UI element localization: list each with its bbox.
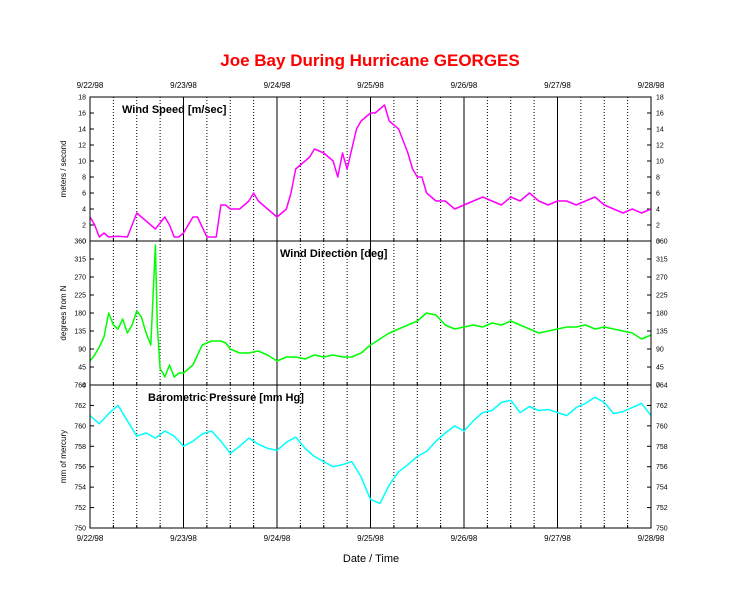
y-tick-label-left: 4 (82, 207, 86, 214)
y-tick-label-right: 0 (656, 239, 660, 246)
y-tick-label-left: 18 (78, 95, 86, 102)
y-tick-label-left: 45 (78, 365, 86, 372)
panel-title: Barometric Pressure [mm Hg] (148, 392, 304, 404)
series-line (89, 244, 652, 378)
y-tick-label-right: 225 (656, 293, 668, 300)
y-axis-label: mm of mercury (59, 430, 68, 483)
y-tick-label-left: 315 (74, 257, 86, 264)
y-tick-label-left: 10 (78, 159, 86, 166)
top-date-label: 9/25/98 (357, 81, 384, 90)
y-tick-label-right: 4 (656, 207, 660, 214)
y-tick-label-right: 758 (656, 444, 668, 451)
y-tick-label-left: 360 (74, 239, 86, 246)
bottom-date-label: 9/26/98 (451, 534, 478, 543)
y-tick-label-right: 760 (656, 423, 668, 430)
y-tick-label-left: 756 (74, 464, 86, 471)
y-tick-label-left: 180 (74, 311, 86, 318)
y-tick-label-left: 750 (74, 526, 86, 533)
y-tick-label-right: 750 (656, 526, 668, 533)
chart-title: Joe Bay During Hurricane GEORGES (220, 51, 519, 70)
y-tick-label-right: 8 (656, 175, 660, 182)
bottom-date-label: 9/25/98 (357, 534, 384, 543)
top-date-label: 9/26/98 (451, 81, 478, 90)
y-tick-label-right: 14 (656, 127, 664, 134)
y-tick-label-left: 754 (74, 485, 86, 492)
bottom-date-label: 9/27/98 (544, 534, 571, 543)
y-tick-label-right: 45 (656, 365, 664, 372)
y-tick-label-right: 18 (656, 95, 664, 102)
y-tick-label-right: 756 (656, 464, 668, 471)
y-tick-label-left: 225 (74, 293, 86, 300)
y-tick-label-right: 6 (656, 191, 660, 198)
top-date-label: 9/27/98 (544, 81, 571, 90)
y-tick-label-right: 764 (656, 383, 668, 390)
panel-frame (89, 384, 652, 529)
y-tick-label-right: 0 (656, 383, 660, 390)
y-tick-label-left: 270 (74, 275, 86, 282)
y-tick-label-right: 762 (656, 403, 668, 410)
y-tick-label-right: 180 (656, 311, 668, 318)
bottom-date-labels: 9/22/98 9/23/98 9/24/98 9/25/98 9/26/98 9/27/… (77, 534, 665, 543)
bottom-date-label: 9/28/98 (638, 534, 665, 543)
y-axis-label: degrees from N (59, 285, 68, 340)
y-tick-label-right: 315 (656, 257, 668, 264)
panel-3: 750 750 752 752 754 754 756 756 758 758 760 760 762 7… (59, 383, 668, 533)
top-date-label: 9/22/98 (77, 81, 104, 90)
panel-title: Wind Direction [deg] (280, 248, 388, 260)
panel-title: Wind Speed [m/sec] (122, 104, 227, 116)
bottom-date-label: 9/23/98 (170, 534, 197, 543)
x-axis-label: Date / Time (343, 553, 399, 565)
y-tick-label-right: 135 (656, 329, 668, 336)
y-tick-label-left: 8 (82, 175, 86, 182)
y-tick-label-right: 2 (656, 223, 660, 230)
y-tick-label-left: 760 (74, 423, 86, 430)
panel-1: 0 0 2 2 4 4 6 6 8 8 10 10 12 12 14 14 16 16 18 18 Wind Speed… (59, 95, 664, 246)
y-tick-label-left: 2 (82, 223, 86, 230)
y-tick-label-left: 758 (74, 444, 86, 451)
y-tick-label-left: 762 (74, 403, 86, 410)
y-tick-label-left: 14 (78, 127, 86, 134)
y-tick-label-right: 754 (656, 485, 668, 492)
panel-2: 0 0 45 45 90 90 135 135 180 180 225 225 270 270 315 315… (59, 239, 668, 390)
series-line (89, 104, 652, 238)
y-tick-label-left: 90 (78, 347, 86, 354)
chart-panels: 0 0 2 2 4 4 6 6 8 8 10 10 12 12 14 14 16 16 18 18 Wind Speed… (59, 95, 668, 533)
y-tick-label-left: 0 (82, 239, 86, 246)
series-line (89, 396, 652, 505)
y-tick-label-left: 0 (82, 383, 86, 390)
y-tick-label-right: 270 (656, 275, 668, 282)
y-tick-label-right: 16 (656, 111, 664, 118)
bottom-date-label: 9/24/98 (264, 534, 291, 543)
y-tick-label-left: 752 (74, 505, 86, 512)
y-axis-label: meters / second (59, 141, 68, 198)
y-tick-label-right: 10 (656, 159, 664, 166)
top-date-labels: 9/22/98 9/23/98 9/24/98 9/25/98 9/26/98 9/27/… (77, 81, 665, 90)
top-date-label: 9/24/98 (264, 81, 291, 90)
y-tick-label-right: 90 (656, 347, 664, 354)
y-tick-label-right: 752 (656, 505, 668, 512)
y-tick-label-right: 360 (656, 239, 668, 246)
y-tick-label-left: 135 (74, 329, 86, 336)
y-tick-label-left: 6 (82, 191, 86, 198)
y-tick-label-left: 764 (74, 383, 86, 390)
y-tick-label-left: 12 (78, 143, 86, 150)
y-tick-label-left: 16 (78, 111, 86, 118)
y-tick-label-right: 12 (656, 143, 664, 150)
top-date-label: 9/23/98 (170, 81, 197, 90)
top-date-label: 9/28/98 (638, 81, 665, 90)
bottom-date-label: 9/22/98 (77, 534, 104, 543)
